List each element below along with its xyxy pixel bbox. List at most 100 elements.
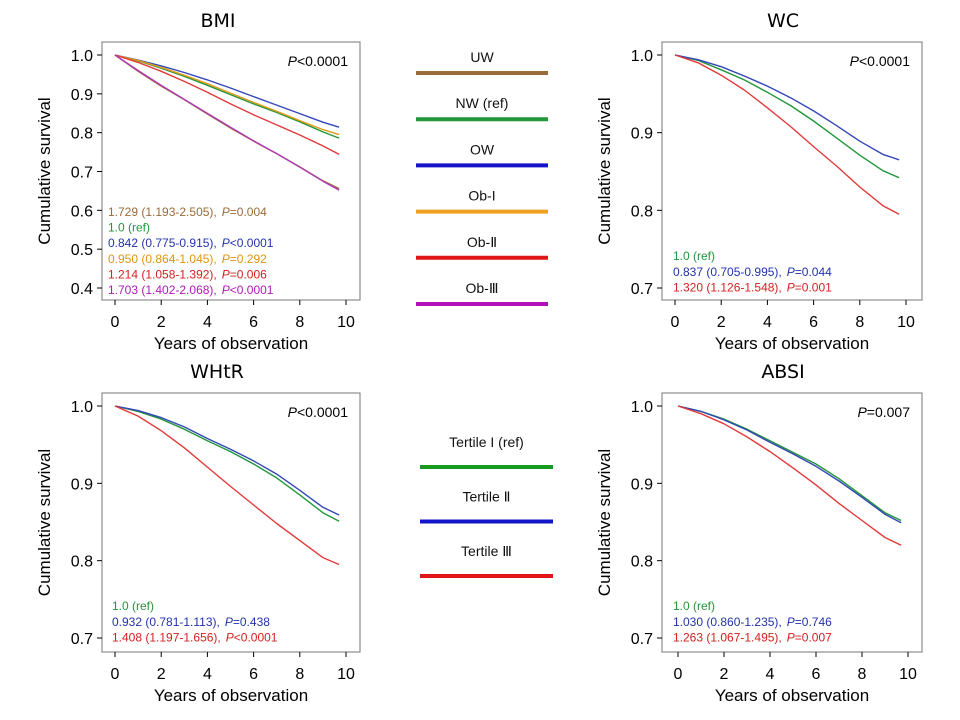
curve-tertile-iii: [677, 405, 902, 546]
legend-item: Tertile I (ref): [420, 434, 553, 469]
y-tick-label: 0.7: [71, 165, 93, 182]
y-tick-label: 0.9: [631, 476, 653, 493]
curve-tertile-i-ref: [674, 54, 900, 179]
legend-item: NW (ref): [416, 95, 548, 122]
x-axis-label: Years of observation: [154, 334, 308, 353]
x-tick-label: 0: [674, 666, 683, 683]
legend-label: Ob-Ⅲ: [466, 280, 499, 296]
x-tick-label: 4: [203, 314, 212, 331]
x-tick-label: 8: [295, 314, 304, 331]
y-axis-label: Cumulative survival: [35, 449, 54, 596]
overall-p-value: P<0.0001: [288, 404, 349, 420]
chart-whtr: WHtR 0.7 0.8 0.9 1.0 0 2 4 6 8 10 Years of observat…: [35, 361, 361, 705]
legend-item: Ob-Ⅲ: [416, 280, 548, 306]
hazard-ratio-text: 1.0 (ref): [108, 221, 150, 235]
overall-p-value: P<0.0001: [850, 53, 911, 69]
curve-ob-iii: [114, 54, 340, 191]
x-tick-label: 6: [249, 314, 258, 331]
x-tick-label: 6: [249, 666, 258, 683]
legend-item: OW: [416, 141, 548, 168]
y-axis-label: Cumulative survival: [595, 449, 614, 596]
x-tick-label: 10: [897, 314, 915, 331]
hazard-ratio-text: 1.0 (ref): [673, 599, 715, 613]
x-tick-label: 10: [337, 314, 355, 331]
legend-item: Ob-Ⅱ: [416, 234, 548, 260]
y-tick-label: 0.7: [631, 631, 653, 648]
curve-uw: [114, 54, 340, 190]
x-axis-label: Years of observation: [154, 686, 308, 705]
legend-item: UW: [416, 49, 548, 75]
plot-frame: [101, 392, 361, 653]
x-axis-label: Years of observation: [715, 334, 869, 353]
legend-item: Ob-I: [416, 188, 548, 214]
x-tick-label: 8: [295, 666, 304, 683]
legend-item: Tertile Ⅱ: [420, 489, 553, 524]
x-axis-label: Years of observation: [715, 686, 869, 705]
hazard-ratio-text: 1.030 (0.860-1.235), P=0.746: [673, 615, 832, 629]
y-tick-label: 0.8: [631, 554, 653, 571]
hazard-ratio-text: 0.837 (0.705-0.995), P=0.044: [673, 265, 832, 279]
chart-title: WHtR: [190, 361, 244, 383]
chart-title: BMI: [200, 10, 235, 32]
chart-bmi: BMI 0.4 0.5 0.6 0.7 0.8 0.9 1.0 0 2 4 6 8 10 Years of …: [35, 10, 361, 353]
curve-tertile-i-ref: [114, 405, 340, 522]
x-tick-label: 6: [812, 666, 821, 683]
y-tick-label: 0.9: [631, 126, 653, 143]
y-tick-label: 1.0: [71, 48, 93, 65]
curve-tertile-iii: [674, 54, 900, 215]
legend-item: Tertile Ⅲ: [420, 543, 553, 578]
hazard-ratio-text: 1.0 (ref): [673, 249, 715, 263]
y-tick-label: 0.7: [631, 281, 653, 298]
x-tick-label: 2: [157, 314, 166, 331]
y-tick-label: 0.4: [71, 281, 93, 298]
y-tick-label: 0.9: [71, 87, 93, 104]
hazard-ratio-text: 1.703 (1.402-2.068), P<0.0001: [108, 283, 274, 297]
hazard-ratio-text: 0.950 (0.864-1.045), P=0.292: [108, 252, 267, 266]
curve-tertile-iii: [114, 405, 340, 566]
curve-ow: [114, 54, 340, 128]
y-tick-label: 0.6: [71, 203, 93, 220]
overall-p-value: P=0.007: [857, 404, 910, 420]
curve-tertile-ii: [114, 405, 340, 516]
y-tick-label: 1.0: [631, 399, 653, 416]
plot-frame: [661, 41, 923, 301]
y-tick-label: 0.8: [71, 126, 93, 143]
y-axis-label: Cumulative survival: [35, 97, 54, 244]
x-tick-label: 8: [858, 666, 867, 683]
legend-label: OW: [470, 141, 495, 157]
hazard-ratio-text: 1.263 (1.067-1.495), P=0.007: [673, 631, 832, 645]
y-tick-label: 0.9: [71, 476, 93, 493]
chart-absi: ABSI 0.7 0.8 0.9 1.0 0 2 4 6 8 10 Years of observat…: [595, 361, 923, 705]
y-tick-label: 0.8: [631, 203, 653, 220]
chart-title: ABSI: [761, 361, 804, 383]
plot-frame: [661, 392, 923, 653]
x-tick-label: 4: [766, 666, 775, 683]
x-tick-label: 10: [337, 666, 355, 683]
y-tick-label: 0.8: [71, 554, 93, 571]
x-tick-label: 2: [157, 666, 166, 683]
y-tick-label: 1.0: [631, 48, 653, 65]
y-axis-label: Cumulative survival: [595, 97, 614, 244]
curve-tertile-ii: [674, 54, 900, 161]
legend-label: Tertile Ⅱ: [462, 489, 510, 505]
y-tick-label: 0.7: [71, 631, 93, 648]
y-tick-label: 1.0: [71, 399, 93, 416]
hazard-ratio-text: 1.0 (ref): [112, 599, 154, 613]
overall-p-value: P<0.0001: [288, 53, 349, 69]
x-tick-label: 2: [717, 314, 726, 331]
chart-wc: WC 0.7 0.8 0.9 1.0 0 2 4 6 8 10 Years of observatio…: [595, 10, 923, 353]
hazard-ratio-text: 1.320 (1.126-1.548), P=0.001: [673, 281, 832, 295]
hazard-ratio-text: 0.842 (0.775-0.915), P<0.0001: [108, 236, 274, 250]
legend-label: Ob-I: [468, 188, 495, 204]
x-tick-label: 10: [899, 666, 917, 683]
legend-label: Tertile I (ref): [449, 434, 524, 450]
curve-ob-i: [114, 54, 340, 136]
x-tick-label: 8: [855, 314, 864, 331]
x-tick-label: 2: [720, 666, 729, 683]
x-tick-label: 0: [111, 666, 120, 683]
x-tick-label: 4: [203, 666, 212, 683]
y-tick-label: 0.5: [71, 242, 93, 259]
legend-label: NW (ref): [456, 95, 509, 111]
bmi-legend: UW NW (ref) OW Ob-I Ob-Ⅱ Ob-Ⅲ: [416, 49, 548, 306]
